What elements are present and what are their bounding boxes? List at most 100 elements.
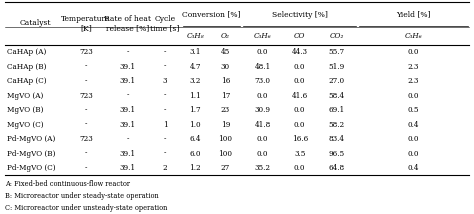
Text: 1.2: 1.2 xyxy=(190,164,201,172)
Text: 64.8: 64.8 xyxy=(329,164,345,172)
Text: 39.1: 39.1 xyxy=(120,106,136,114)
Text: 0.0: 0.0 xyxy=(294,121,305,129)
Text: -: - xyxy=(85,62,87,71)
Text: C₃H₆: C₃H₆ xyxy=(405,32,422,40)
Text: -: - xyxy=(164,92,166,100)
Text: -: - xyxy=(164,62,166,71)
Text: 3: 3 xyxy=(163,77,167,85)
Text: 2.3: 2.3 xyxy=(408,62,419,71)
Text: 0.0: 0.0 xyxy=(257,135,268,143)
Text: 0.0: 0.0 xyxy=(294,106,305,114)
Text: 0.0: 0.0 xyxy=(408,150,419,158)
Text: 2: 2 xyxy=(163,164,167,172)
Text: 39.1: 39.1 xyxy=(120,150,136,158)
Text: 55.7: 55.7 xyxy=(329,48,345,56)
Text: 3.5: 3.5 xyxy=(294,150,305,158)
Text: 1.7: 1.7 xyxy=(190,106,201,114)
Text: Pd-MgVO (C): Pd-MgVO (C) xyxy=(7,164,56,172)
Text: 0.0: 0.0 xyxy=(408,48,419,56)
Text: 0.5: 0.5 xyxy=(408,106,419,114)
Text: 100: 100 xyxy=(219,150,232,158)
Text: 3.2: 3.2 xyxy=(190,77,201,85)
Text: -: - xyxy=(127,48,129,56)
Text: 0.4: 0.4 xyxy=(408,121,419,129)
Text: 0.0: 0.0 xyxy=(294,164,305,172)
Text: CO: CO xyxy=(294,32,305,40)
Text: Yield [%]: Yield [%] xyxy=(396,11,431,19)
Text: 41.6: 41.6 xyxy=(292,92,308,100)
Text: 19: 19 xyxy=(221,121,230,129)
Text: Conversion [%]: Conversion [%] xyxy=(182,11,241,19)
Text: 0.0: 0.0 xyxy=(408,92,419,100)
Text: 58.4: 58.4 xyxy=(329,92,345,100)
Text: CaHAp (C): CaHAp (C) xyxy=(7,77,47,85)
Text: 83.4: 83.4 xyxy=(329,135,345,143)
Text: 0.0: 0.0 xyxy=(294,77,305,85)
Text: 16: 16 xyxy=(221,77,230,85)
Text: 58.2: 58.2 xyxy=(329,121,345,129)
Text: 6.0: 6.0 xyxy=(190,150,201,158)
Text: Temperature
[K]: Temperature [K] xyxy=(61,15,111,32)
Text: 69.1: 69.1 xyxy=(329,106,345,114)
Text: 39.1: 39.1 xyxy=(120,164,136,172)
Text: Cycle
time [s]: Cycle time [s] xyxy=(150,15,180,32)
Text: 0.0: 0.0 xyxy=(257,92,268,100)
Text: 51.9: 51.9 xyxy=(329,62,345,71)
Text: -: - xyxy=(85,121,87,129)
Text: 0.0: 0.0 xyxy=(408,135,419,143)
Text: 30.9: 30.9 xyxy=(255,106,271,114)
Text: 48.1: 48.1 xyxy=(255,62,271,71)
Text: C₃H₈: C₃H₈ xyxy=(186,32,204,40)
Text: 27: 27 xyxy=(221,164,230,172)
Text: CaHAp (B): CaHAp (B) xyxy=(7,62,46,71)
Text: -: - xyxy=(85,106,87,114)
Text: MgVO (B): MgVO (B) xyxy=(7,106,44,114)
Text: 17: 17 xyxy=(221,92,230,100)
Text: 41.8: 41.8 xyxy=(255,121,271,129)
Text: 73.0: 73.0 xyxy=(255,77,271,85)
Text: -: - xyxy=(164,150,166,158)
Text: MgVO (C): MgVO (C) xyxy=(7,121,44,129)
Text: 30: 30 xyxy=(221,62,230,71)
Text: A: Fixed-bed continuous-flow reactor: A: Fixed-bed continuous-flow reactor xyxy=(5,180,130,188)
Text: 0.0: 0.0 xyxy=(257,48,268,56)
Text: Pd-MgVO (B): Pd-MgVO (B) xyxy=(7,150,55,158)
Text: -: - xyxy=(85,77,87,85)
Text: 39.1: 39.1 xyxy=(120,121,136,129)
Text: 35.2: 35.2 xyxy=(255,164,271,172)
Text: MgVO (A): MgVO (A) xyxy=(7,92,44,100)
Text: 6.4: 6.4 xyxy=(190,135,201,143)
Text: O₂: O₂ xyxy=(221,32,230,40)
Text: 45: 45 xyxy=(221,48,230,56)
Text: -: - xyxy=(85,164,87,172)
Text: 27.0: 27.0 xyxy=(329,77,345,85)
Text: -: - xyxy=(164,106,166,114)
Text: 723: 723 xyxy=(79,92,93,100)
Text: 44.3: 44.3 xyxy=(292,48,308,56)
Text: Catalyst: Catalyst xyxy=(19,19,51,27)
Text: 1.0: 1.0 xyxy=(190,121,201,129)
Text: 0.4: 0.4 xyxy=(408,164,419,172)
Text: B: Microreactor under steady-state operation: B: Microreactor under steady-state opera… xyxy=(5,192,158,200)
Text: CO₂: CO₂ xyxy=(330,32,344,40)
Text: -: - xyxy=(164,135,166,143)
Text: 0.0: 0.0 xyxy=(257,150,268,158)
Text: 39.1: 39.1 xyxy=(120,77,136,85)
Text: 3.1: 3.1 xyxy=(190,48,201,56)
Text: 1.1: 1.1 xyxy=(189,92,201,100)
Text: Pd-MgVO (A): Pd-MgVO (A) xyxy=(7,135,55,143)
Text: 723: 723 xyxy=(79,48,93,56)
Text: 0.0: 0.0 xyxy=(294,62,305,71)
Text: 2.3: 2.3 xyxy=(408,77,419,85)
Text: 723: 723 xyxy=(79,135,93,143)
Text: Selectivity [%]: Selectivity [%] xyxy=(272,11,328,19)
Text: 39.1: 39.1 xyxy=(120,62,136,71)
Text: C₃H₆: C₃H₆ xyxy=(254,32,271,40)
Text: CaHAp (A): CaHAp (A) xyxy=(7,48,46,56)
Text: 96.5: 96.5 xyxy=(329,150,345,158)
Text: 16.6: 16.6 xyxy=(292,135,308,143)
Text: -: - xyxy=(164,48,166,56)
Text: C: Microreactor under unsteady-state operation: C: Microreactor under unsteady-state ope… xyxy=(5,204,167,212)
Text: -: - xyxy=(85,150,87,158)
Text: Rate of heat
release [%]: Rate of heat release [%] xyxy=(104,15,151,32)
